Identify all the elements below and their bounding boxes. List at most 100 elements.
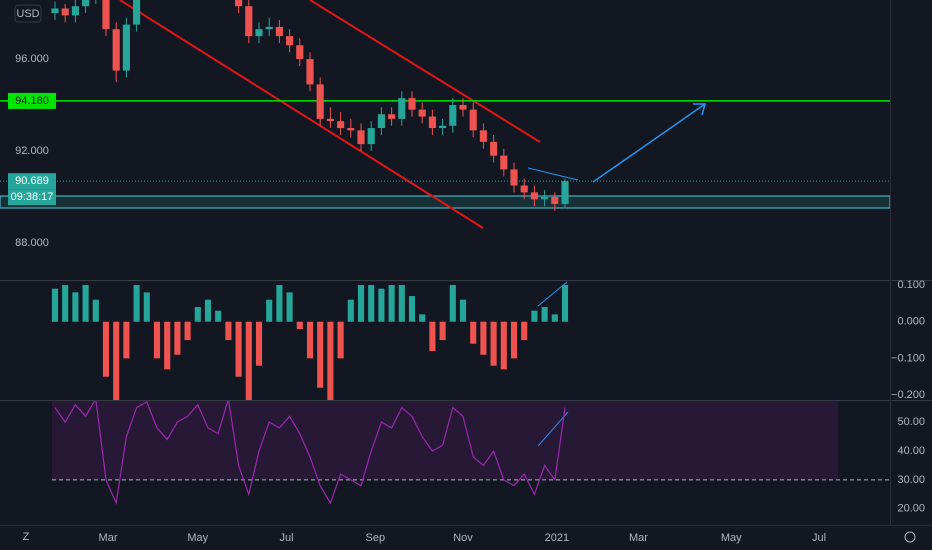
candle-body <box>337 121 345 129</box>
histogram-bar <box>184 321 191 341</box>
channel-line <box>119 0 484 229</box>
candle-body <box>275 26 283 37</box>
candle-body <box>255 29 263 37</box>
histogram-bar <box>235 321 242 377</box>
candle-body <box>61 8 69 16</box>
candle-body <box>551 197 559 204</box>
y-tick-label: 0.000 <box>897 316 925 328</box>
rsi-band <box>52 401 838 480</box>
candle-body <box>296 45 304 60</box>
zoom-icon[interactable]: Z <box>23 531 30 543</box>
candle-body <box>326 118 334 122</box>
candle-body <box>510 169 518 186</box>
arrow-head <box>693 103 706 116</box>
histogram-bar <box>470 321 477 344</box>
histogram-bar <box>194 307 201 322</box>
histogram-bar <box>153 321 161 359</box>
macd-pane <box>51 281 569 400</box>
histogram-bar <box>51 288 59 322</box>
candle-body <box>71 6 79 16</box>
candle-body <box>541 197 549 200</box>
x-tick-label: May <box>721 532 742 544</box>
histogram-bar <box>306 321 314 359</box>
histogram-bar <box>296 321 303 330</box>
candle-body <box>490 141 498 156</box>
histogram-bar <box>62 285 69 322</box>
histogram-bar <box>215 310 222 322</box>
candle-body <box>469 109 477 131</box>
histogram-bar <box>419 314 426 322</box>
histogram-bar <box>102 321 110 377</box>
histogram-bar <box>327 321 334 400</box>
histogram-bar <box>82 285 89 322</box>
support-zone <box>0 195 890 209</box>
histogram-bar <box>541 307 548 322</box>
histogram-bar <box>368 285 375 322</box>
candle-body <box>316 84 324 119</box>
projection-arrow <box>592 103 706 183</box>
x-tick-label: Mar <box>99 532 118 544</box>
candle-body <box>428 116 436 129</box>
candle-body <box>235 0 243 7</box>
candle-body <box>418 109 426 117</box>
x-tick-label: Sep <box>365 532 385 544</box>
histogram-bar <box>225 321 232 341</box>
histogram-bar <box>408 296 416 322</box>
candle-body <box>530 192 538 200</box>
histogram-bar <box>398 285 405 322</box>
candle-body <box>133 0 141 25</box>
y-tick-label: 0.100 <box>897 279 925 291</box>
candle-body <box>459 105 467 110</box>
settings-icon[interactable] <box>904 531 916 543</box>
histogram-bar <box>388 285 395 322</box>
y-tick-label: 92.000 <box>15 145 49 157</box>
candle-body <box>102 0 110 30</box>
rsi-line <box>54 401 566 506</box>
histogram-bar <box>449 285 456 322</box>
candle-body <box>561 181 569 204</box>
histogram-bar <box>551 314 558 322</box>
candle-body <box>112 29 120 71</box>
candle-body <box>357 130 365 145</box>
histogram-bar <box>133 285 140 322</box>
candle-body <box>520 185 528 193</box>
candle-body <box>286 36 294 46</box>
y-tick-label: 40.00 <box>897 445 925 457</box>
y-tick-label: 88.000 <box>15 237 49 249</box>
histogram-bar <box>337 321 344 359</box>
candle-body <box>439 125 447 129</box>
candle-body <box>398 98 406 119</box>
candle-body <box>408 98 416 110</box>
x-tick-label: Mar <box>629 532 648 544</box>
rsi-pane <box>52 401 890 506</box>
x-tick-label: Jul <box>280 532 294 544</box>
candle-body <box>449 105 457 126</box>
candle-body <box>51 8 59 14</box>
currency: USD <box>16 8 39 20</box>
x-tick-label: May <box>187 532 208 544</box>
price-pane <box>0 0 890 229</box>
price-level-label: 94.180 <box>15 95 49 107</box>
candle-body <box>367 128 375 145</box>
candle-body <box>82 0 90 7</box>
candle-body <box>347 128 355 131</box>
histogram-bar <box>510 321 518 359</box>
histogram-bar <box>378 288 385 322</box>
y-tick-label: 50.00 <box>897 416 925 428</box>
candle-body <box>479 130 487 142</box>
countdown-badge <box>8 189 56 206</box>
last-price-badge <box>8 173 56 190</box>
x-tick-label: Nov <box>453 532 473 544</box>
price-level-badge <box>8 92 56 109</box>
histogram-bar <box>164 321 171 370</box>
histogram-bar <box>357 285 365 322</box>
histogram-bar <box>245 321 252 400</box>
histogram-bar <box>561 285 569 322</box>
countdown: 09:38:17 <box>11 191 54 203</box>
histogram-bar <box>255 321 263 366</box>
histogram-bar <box>113 321 120 400</box>
trend-line <box>527 167 579 181</box>
histogram-bar <box>123 321 130 359</box>
x-tick-label: 2021 <box>545 532 569 544</box>
